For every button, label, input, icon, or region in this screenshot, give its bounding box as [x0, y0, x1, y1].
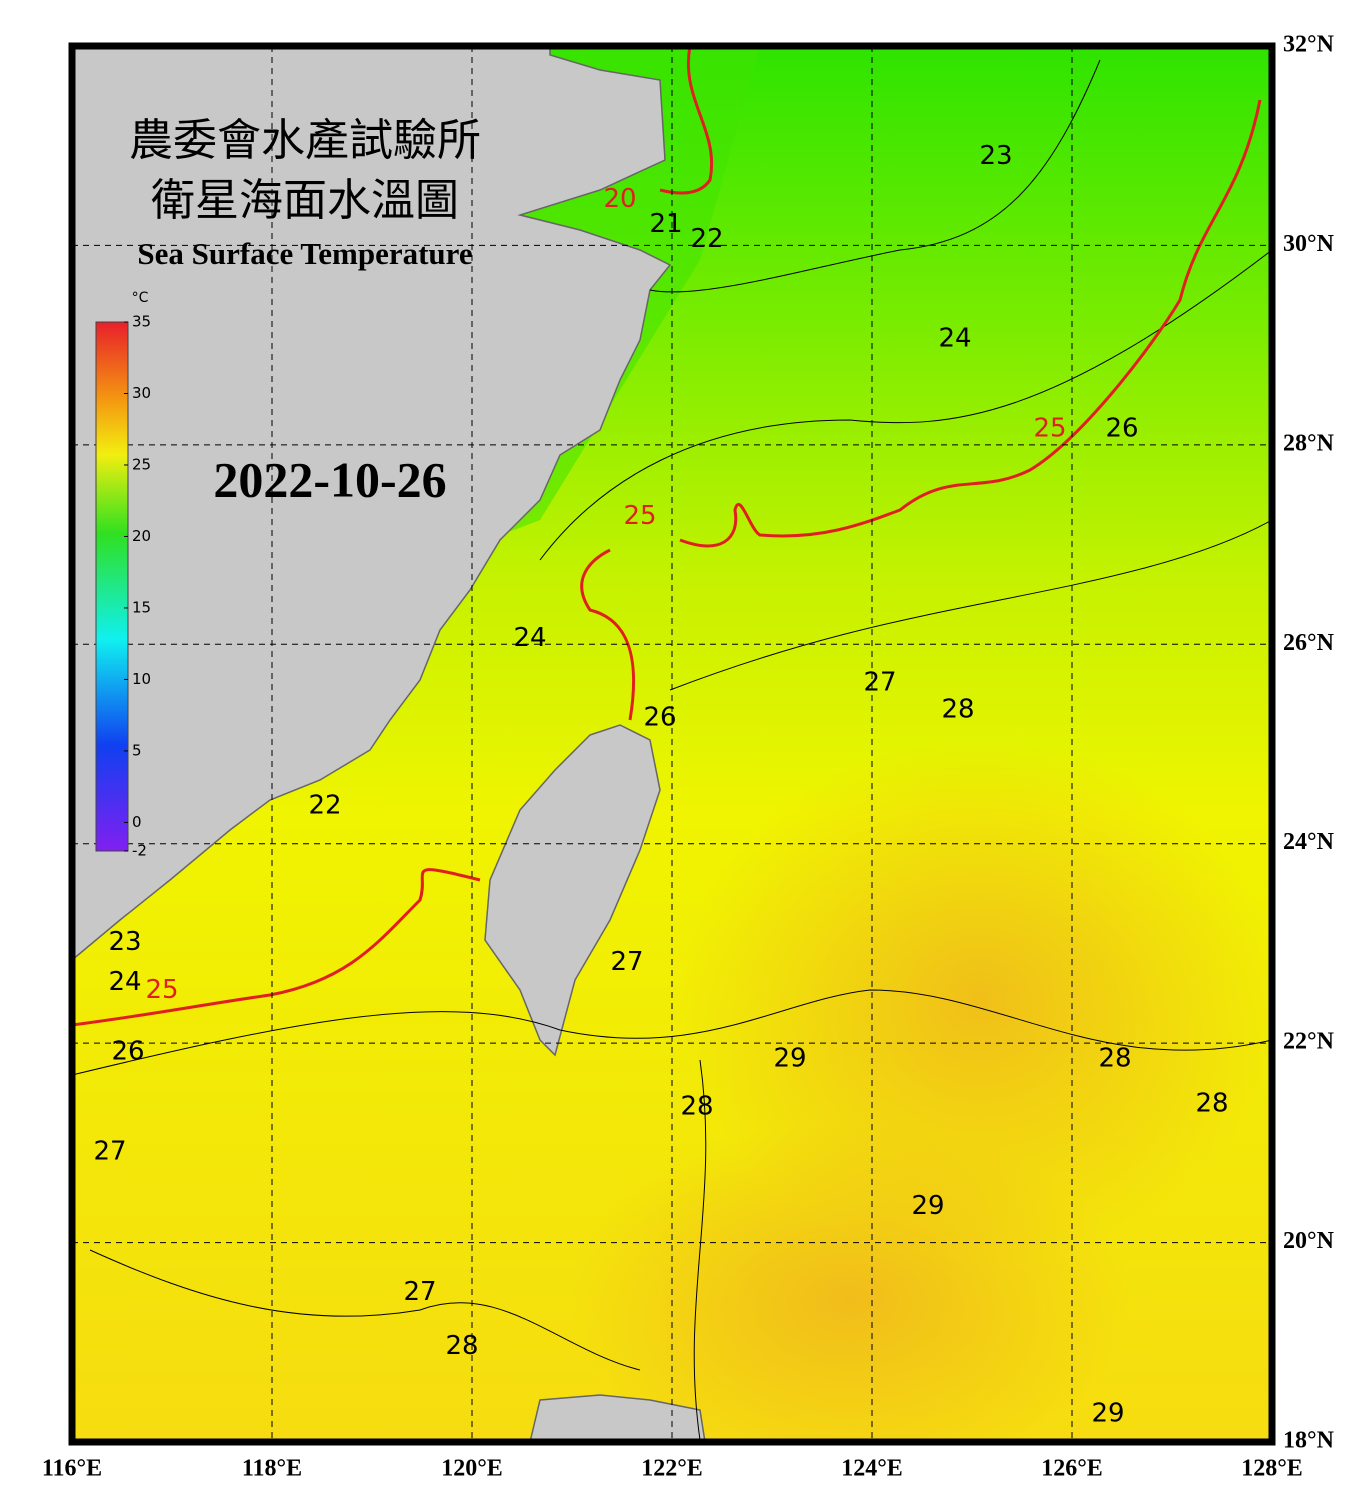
lat-tick-label: 22°N: [1283, 1029, 1335, 1055]
contour-label: 28: [941, 695, 974, 725]
colorbar-tick-label: 5: [132, 741, 142, 759]
colorbar: [95, 321, 129, 852]
contour-label: 27: [93, 1136, 126, 1166]
contour-label: 29: [1091, 1399, 1124, 1429]
contour-label: 23: [108, 927, 141, 957]
contour-label: 26: [643, 703, 676, 733]
contour-label: 28: [445, 1331, 478, 1361]
contour-label: 26: [111, 1037, 144, 1067]
colorbar-tick-label: 0: [132, 813, 142, 831]
contour-label: 28: [1195, 1088, 1228, 1118]
date: 2022-10-26: [213, 451, 446, 507]
contour-label: 28: [1098, 1044, 1131, 1074]
contour-label: 24: [108, 967, 141, 997]
colorbar-tick-label: -2: [132, 842, 147, 860]
luzon: [529, 1394, 706, 1442]
contour-label: 25: [623, 501, 656, 531]
contour-label: 27: [863, 668, 896, 698]
lat-tick-label: 30°N: [1283, 231, 1335, 257]
colorbar-ticks: 35 30 25 20 15 10 5 0 -2: [124, 313, 151, 860]
colorbar-tick-label: 25: [132, 455, 151, 473]
lon-tick-label: 128°E: [1241, 1456, 1303, 1482]
colorbar-tick-label: 10: [132, 670, 151, 688]
lon-tick-label: 120°E: [441, 1456, 503, 1482]
lon-tick-label: 118°E: [242, 1456, 302, 1482]
lat-tick-label: 20°N: [1283, 1228, 1335, 1254]
lon-tick-label: 122°E: [641, 1456, 703, 1482]
axis-labels: 116°E 118°E 120°E 122°E 124°E 126°E 128°E 32°N 3…: [42, 32, 1335, 1482]
contour-label: 21: [649, 209, 682, 239]
contour-label: 27: [403, 1277, 436, 1307]
contour-label: 25: [1033, 413, 1066, 443]
contour-label: 20: [603, 184, 636, 214]
lat-tick-label: 24°N: [1283, 829, 1335, 855]
contour-label: 22: [690, 224, 723, 254]
contour-label: 26: [1105, 413, 1138, 443]
map-frame: [68, 42, 1276, 1446]
contour-label: 27: [610, 947, 643, 977]
contour-label: 24: [513, 623, 546, 653]
lon-tick-label: 124°E: [841, 1456, 903, 1482]
contours-25: [72, 46, 1262, 1027]
contour-label: 29: [911, 1191, 944, 1221]
lat-tick-label: 26°N: [1283, 630, 1335, 656]
lat-tick-label: 28°N: [1283, 430, 1335, 456]
contour-label: 24: [938, 324, 971, 354]
taiwan: [484, 724, 661, 1057]
colorbar-unit: °C: [132, 290, 149, 306]
lon-tick-label: 126°E: [1041, 1456, 1103, 1482]
contour-label: 29: [773, 1044, 806, 1074]
lat-tick-label: 32°N: [1283, 32, 1335, 58]
lat-tick-label: 18°N: [1283, 1428, 1335, 1454]
contour-label: 28: [680, 1091, 713, 1121]
contour-label: 22: [308, 790, 341, 820]
colorbar-tick-label: 30: [132, 384, 151, 402]
warm-pool: [570, 1120, 1130, 1442]
title-en: Sea Surface Temperature: [137, 236, 472, 271]
contour-label: 25: [145, 975, 178, 1005]
colorbar-tick-label: 35: [132, 313, 151, 331]
contours: [72, 59, 1272, 1441]
lon-tick-label: 116°E: [42, 1456, 102, 1482]
title-zh: 衛星海面水溫圖: [151, 176, 459, 225]
china-coast: [72, 46, 672, 961]
grid: [72, 46, 1272, 1442]
colorbar-tick-label: 20: [132, 527, 151, 545]
colorbar-tick-label: 15: [132, 598, 151, 616]
contour-label: 23: [979, 141, 1012, 171]
title-zh: 農委會水產試驗所: [129, 116, 481, 165]
